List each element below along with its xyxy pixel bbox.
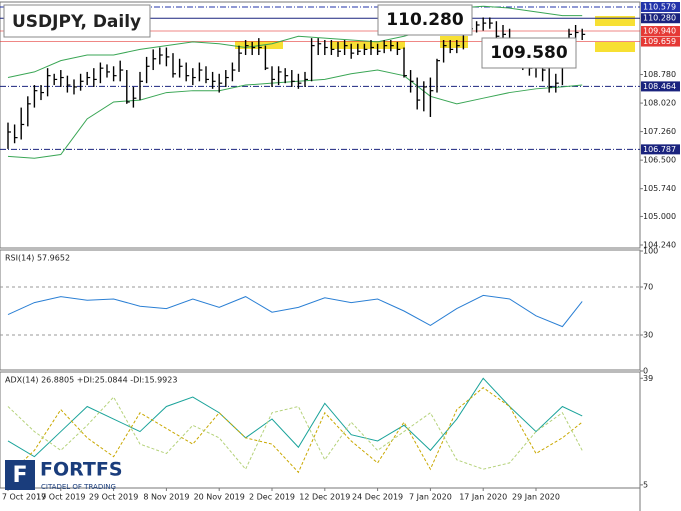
panel-label: RSI(14) 57.9652 [5,254,70,263]
logo-tagline: CITADEL OF TRADING [41,483,116,491]
level-label-box [641,81,680,92]
highlight [595,16,635,26]
x-tick-label: 17 Oct 2019 [36,493,85,502]
panel-frame [0,371,641,489]
level-label: 109.940 [643,26,676,35]
y-tick-label: 104.240 [643,241,676,250]
annotation: 110.280 [386,10,464,30]
level-label-box [641,36,680,47]
y-tick-label: 30 [643,331,653,340]
level-label-box [641,13,680,24]
x-tick-label: 17 Jan 2020 [459,493,507,502]
logo-mark: F [12,463,27,488]
annotation: 109.580 [490,43,568,63]
y-tick-label: 100 [643,247,658,256]
indicator-line [7,294,583,328]
y-tick-label: 105.740 [643,184,676,193]
chart-title: USDJPY, Daily [12,12,141,32]
annotation-box [377,4,473,36]
level-label: 109.659 [643,37,676,46]
level-label: 106.787 [643,145,676,154]
y-tick-label: 105.000 [643,212,676,221]
highlight [595,42,635,52]
indicator-line [7,377,583,458]
logo-icon [5,460,35,490]
level-label-box [641,2,680,12]
x-tick-label: 29 Oct 2019 [89,493,138,502]
indicator-line [7,396,583,471]
title-box [3,4,151,38]
x-tick-label: 2 Dec 2019 [249,493,295,502]
y-tick-label: 70 [643,283,653,292]
level-label: 108.464 [643,82,676,91]
level-label-box [641,144,680,155]
y-tick-label: 39 [643,374,653,383]
x-tick-label: 7 Jan 2020 [409,493,452,502]
x-tick-label: 7 Oct 2019 [2,493,46,502]
logo: F FORTFS CITADEL OF TRADING [5,459,123,491]
level-label: 110.579 [643,3,676,12]
y-tick-label: 108.020 [643,99,676,108]
highlight [330,41,405,49]
x-tick-label: 24 Dec 2019 [352,493,403,502]
panel-frame [0,1,641,249]
y-tick-label: 0 [643,367,648,376]
x-tick-label: 12 Dec 2019 [299,493,350,502]
indicator-line [7,387,583,476]
y-tick-label: 107.260 [643,127,676,136]
x-tick-label: 8 Nov 2019 [143,493,189,502]
x-tick-label: 29 Jan 2020 [512,493,560,502]
panel-label: ADX(14) 26.8805 +DI:25.0844 -DI:15.9923 [5,376,177,385]
level-label-box [641,25,680,36]
annotation-box [481,37,577,69]
bollinger-band [7,5,583,79]
x-tick-label: 20 Nov 2019 [194,493,245,502]
y-tick-label: 106.500 [643,156,676,165]
level-label: 110.280 [643,14,676,23]
y-tick-label: 108.780 [643,70,676,79]
panel-frame [0,249,641,371]
y-tick-label: 5 [643,480,648,489]
logo-name: FORTFS [40,459,123,481]
